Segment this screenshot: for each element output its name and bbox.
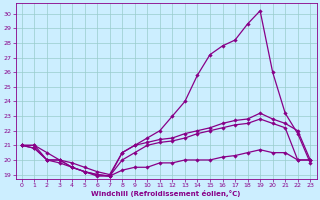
X-axis label: Windchill (Refroidissement éolien,°C): Windchill (Refroidissement éolien,°C) [92,190,241,197]
